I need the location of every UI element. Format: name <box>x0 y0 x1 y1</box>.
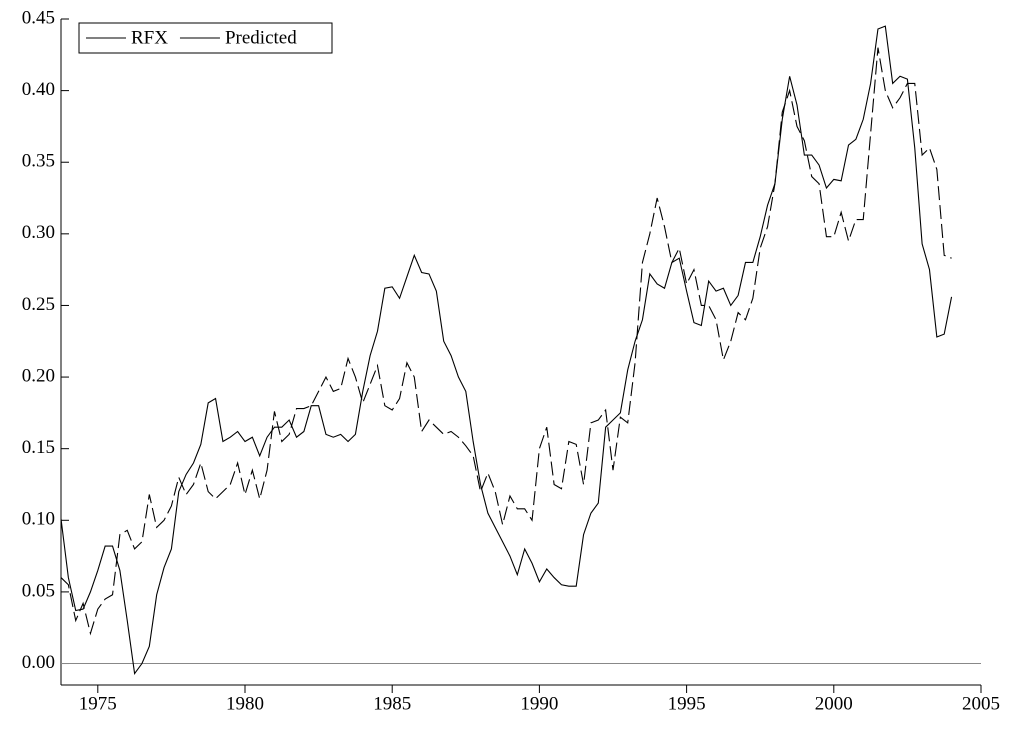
legend-label: Predicted <box>225 27 297 48</box>
y-tick-label: 0.25 <box>22 294 55 315</box>
y-tick-label: 0.05 <box>22 580 55 601</box>
y-tick-label: 0.40 <box>22 79 55 100</box>
y-tick-label: 0.30 <box>22 222 55 243</box>
y-tick-label: 0.10 <box>22 509 55 530</box>
y-tick-label: 0.35 <box>22 151 55 172</box>
x-tick-label: 2005 <box>962 693 1000 714</box>
x-tick-label: 1980 <box>226 693 264 714</box>
x-tick-label: 2000 <box>815 693 853 714</box>
x-tick-label: 1995 <box>668 693 706 714</box>
legend-label: RFX <box>131 27 168 48</box>
x-tick-label: 1985 <box>373 693 411 714</box>
series-line <box>60 47 952 636</box>
series-line <box>60 25 953 675</box>
x-tick-label: 1990 <box>520 693 558 714</box>
y-tick-label: 0.20 <box>22 365 55 386</box>
y-tick-label: 0.45 <box>22 7 55 28</box>
y-tick-label: 0.00 <box>22 652 55 673</box>
x-tick-label: 1975 <box>79 693 117 714</box>
y-tick-label: 0.15 <box>22 437 55 458</box>
